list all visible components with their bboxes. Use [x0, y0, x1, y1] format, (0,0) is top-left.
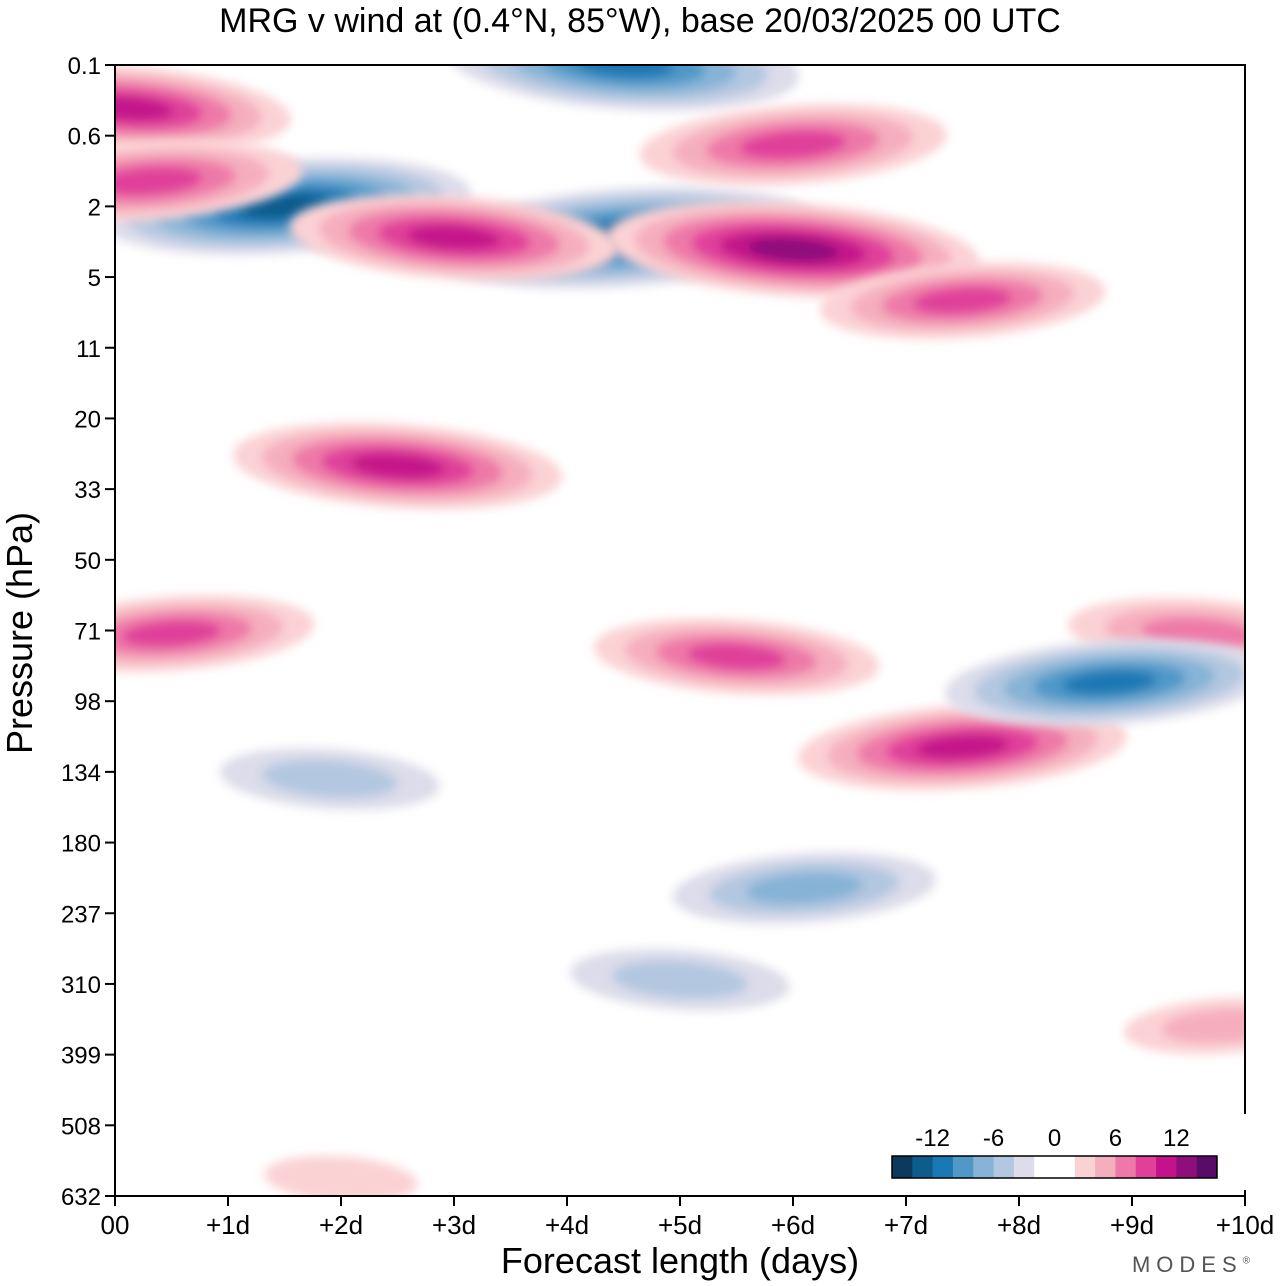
- contour-level: [912, 287, 1013, 314]
- colorbar-tick-label: 12: [1163, 1125, 1190, 1152]
- contour-level: [121, 620, 222, 647]
- contour-level: [1062, 670, 1157, 695]
- colorbar-swatch: [1034, 1156, 1055, 1178]
- contour-level: [262, 759, 398, 798]
- colorbar-swatch: [1013, 1156, 1035, 1178]
- wind-feature-positive: [606, 201, 980, 299]
- wind-feature-positive: [264, 1155, 418, 1196]
- y-tick-label: 0.1: [68, 53, 101, 80]
- x-axis: 00 +1d +2d +3d +4d +5d +6d +7d +8d +9d +10d: [101, 1196, 1275, 1240]
- y-tick-label: 134: [61, 760, 101, 787]
- colorbar-swatch: [1115, 1156, 1137, 1178]
- colorbar-swatch: [993, 1156, 1015, 1178]
- colorbar-tick-label: 6: [1109, 1125, 1122, 1152]
- chart-title: MRG v wind at (0.4°N, 85°W), base 20/03/…: [219, 2, 1061, 40]
- x-tick-label: +8d: [997, 1210, 1041, 1240]
- brand-logo: MODES®: [1132, 1252, 1250, 1278]
- contour-level: [747, 237, 839, 262]
- x-tick-label: +7d: [884, 1210, 928, 1240]
- contour-level: [350, 453, 445, 479]
- y-tick-label: 5: [88, 265, 101, 292]
- colorbar-swatch: [1135, 1156, 1157, 1178]
- colorbar: -12 -6 0 6 12: [852, 1114, 1247, 1190]
- colorbar-swatch: [1176, 1156, 1198, 1178]
- wind-feature-positive: [639, 103, 947, 186]
- contour-level: [612, 960, 748, 999]
- colorbar-swatch: [1156, 1156, 1177, 1178]
- wind-feature-positive: [232, 422, 563, 510]
- contour-level: [686, 643, 787, 671]
- contour-fields: [115, 65, 1245, 1196]
- x-tick-label: 00: [101, 1210, 130, 1240]
- colorbar-swatch: [892, 1156, 913, 1178]
- y-tick-label: 71: [74, 619, 101, 646]
- x-tick-label: +3d: [432, 1210, 476, 1240]
- colorbar-swatch: [932, 1156, 954, 1178]
- colorbar-swatch: [912, 1156, 934, 1178]
- y-tick-label: 180: [61, 831, 101, 858]
- wind-feature-positive: [819, 262, 1106, 340]
- contour-level: [573, 65, 674, 79]
- y-tick-label: 399: [61, 1043, 101, 1070]
- x-tick-label: +9d: [1110, 1210, 1154, 1240]
- y-tick-label: 98: [74, 689, 101, 716]
- y-tick-label: 2: [88, 194, 101, 221]
- contour-level: [915, 734, 1010, 760]
- y-tick-label: 0.6: [68, 124, 101, 151]
- x-tick-label: +6d: [771, 1210, 815, 1240]
- y-tick-label: 20: [74, 406, 101, 433]
- colorbar-tick-label: -6: [983, 1125, 1004, 1152]
- y-tick-label: 310: [61, 972, 101, 999]
- wind-feature-positive: [115, 65, 291, 152]
- colorbar-tick-label: 0: [1048, 1125, 1061, 1152]
- colorbar-swatch: [952, 1156, 974, 1178]
- contour-level: [739, 130, 847, 159]
- colorbar-tick-label: -12: [915, 1125, 950, 1152]
- wind-feature-positive: [289, 194, 619, 282]
- contour-level: [745, 872, 863, 905]
- contour-level: [406, 225, 502, 251]
- colorbar-swatch: [973, 1156, 995, 1178]
- contour-level: [1161, 1008, 1245, 1044]
- contour-level: [541, 65, 706, 87]
- colorbar-swatch: [1054, 1156, 1076, 1178]
- x-tick-label: +5d: [658, 1210, 702, 1240]
- wind-feature-negative: [570, 948, 790, 1011]
- colorbar-frame: [891, 1155, 1218, 1179]
- contour-level: [264, 1155, 418, 1196]
- brand-mark: ®: [1242, 1255, 1250, 1267]
- colorbar-swatch: [1074, 1156, 1096, 1178]
- contour-level: [115, 166, 203, 196]
- x-tick-label: +10d: [1216, 1210, 1275, 1240]
- wind-feature-negative: [672, 852, 937, 925]
- y-axis: 0.1 0.6 2 5 11 20 33 50 71 98 134 180 237 310 399 508 63…: [61, 53, 115, 1211]
- y-tick-label: 508: [61, 1113, 101, 1140]
- colorbar-swatch: [1095, 1156, 1116, 1178]
- wind-feature-negative: [219, 748, 440, 810]
- wind-feature-positive: [593, 618, 880, 696]
- x-tick-label: +4d: [545, 1210, 589, 1240]
- contour-level: [115, 95, 174, 121]
- y-tick-label: 237: [61, 901, 101, 928]
- x-tick-label: +1d: [206, 1210, 250, 1240]
- y-tick-label: 50: [74, 548, 101, 575]
- brand-text: MODES: [1131, 1252, 1243, 1277]
- y-tick-label: 632: [61, 1184, 101, 1211]
- colorbar-swatch: [1196, 1156, 1218, 1178]
- y-axis-label: Pressure (hPa): [0, 511, 40, 755]
- wind-feature-positive: [115, 140, 303, 223]
- wind-feature-positive: [1123, 997, 1245, 1055]
- x-tick-label: +2d: [319, 1210, 363, 1240]
- y-tick-label: 33: [74, 477, 101, 504]
- wind-feature-negative: [944, 639, 1245, 726]
- x-axis-label: Forecast length (days): [500, 1240, 860, 1281]
- y-tick-label: 11: [76, 336, 101, 363]
